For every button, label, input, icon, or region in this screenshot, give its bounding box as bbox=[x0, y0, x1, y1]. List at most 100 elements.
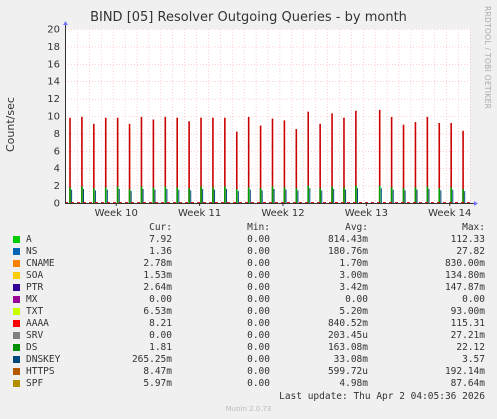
legend-avg: 0.00 bbox=[345, 294, 368, 305]
legend-cur: 1.53m bbox=[143, 270, 172, 281]
x-tick-label: Week 10 bbox=[95, 208, 138, 219]
legend-avg: 599.72u bbox=[327, 366, 368, 377]
legend-name: DNSKEY bbox=[26, 354, 61, 365]
legend-row: DS 1.81 0.00 163.08m 22.12 bbox=[0, 342, 497, 354]
legend-swatch bbox=[13, 380, 20, 387]
legend-row: HTTPS 8.47m 0.00 599.72u 192.14m bbox=[0, 366, 497, 378]
legend-row: DNSKEY 265.25m 0.00 33.08m 3.57 bbox=[0, 354, 497, 366]
y-tick-label: 0 bbox=[54, 199, 60, 210]
legend-min: 0.00 bbox=[247, 366, 270, 377]
legend-min: 0.00 bbox=[247, 282, 270, 293]
legend-swatch bbox=[13, 272, 20, 279]
legend-max: 147.87m bbox=[444, 282, 485, 293]
x-tick-label: Week 12 bbox=[261, 208, 304, 219]
legend-name: SOA bbox=[26, 270, 44, 281]
y-tick-label: 10 bbox=[47, 112, 60, 123]
legend-max: 93.00m bbox=[450, 306, 485, 317]
legend-avg: 33.08m bbox=[333, 354, 368, 365]
legend-row: AAAA 8.21 0.00 840.52m 115.31 bbox=[0, 318, 497, 330]
legend-min: 0.00 bbox=[247, 270, 270, 281]
legend-rows: A 7.92 0.00 814.43m 112.33 NS 1.36 0.00 180.76m 2… bbox=[0, 234, 497, 390]
y-tick-label: 8 bbox=[54, 129, 60, 140]
legend-avg: 1.70m bbox=[339, 258, 368, 269]
y-tick-label: 6 bbox=[54, 146, 60, 157]
legend-name: A bbox=[26, 234, 32, 245]
y-tick-label: 20 bbox=[47, 25, 60, 36]
legend-min: 0.00 bbox=[247, 246, 270, 257]
legend-min: 0.00 bbox=[247, 234, 270, 245]
legend-avg: 3.00m bbox=[339, 270, 368, 281]
legend-max: 115.31 bbox=[450, 318, 485, 329]
legend-avg: 180.76m bbox=[327, 246, 368, 257]
legend-header-max: Max: bbox=[462, 222, 485, 233]
legend-max: 134.80m bbox=[444, 270, 485, 281]
legend-header-avg: Avg: bbox=[345, 222, 368, 233]
y-tick-label: 18 bbox=[47, 42, 60, 53]
legend-name: DS bbox=[26, 342, 38, 353]
legend-cur: 8.47m bbox=[143, 366, 172, 377]
legend-swatch bbox=[13, 332, 20, 339]
legend-header-min: Min: bbox=[247, 222, 270, 233]
legend-name: MX bbox=[26, 294, 38, 305]
legend-min: 0.00 bbox=[247, 258, 270, 269]
legend-min: 0.00 bbox=[247, 294, 270, 305]
legend-row: CNAME 2.78m 0.00 1.70m 830.00m bbox=[0, 258, 497, 270]
legend-cur: 1.36 bbox=[149, 246, 172, 257]
legend-name: SPF bbox=[26, 378, 44, 389]
plot-area bbox=[65, 29, 470, 203]
legend-name: CNAME bbox=[26, 258, 55, 269]
legend-row: TXT 6.53m 0.00 5.20m 93.00m bbox=[0, 306, 497, 318]
legend-cur: 1.81 bbox=[149, 342, 172, 353]
y-tick-label: 14 bbox=[47, 77, 60, 88]
legend-min: 0.00 bbox=[247, 354, 270, 365]
x-axis-arrow bbox=[474, 201, 478, 206]
legend-min: 0.00 bbox=[247, 342, 270, 353]
legend-swatch bbox=[13, 344, 20, 351]
legend-cur: 2.64m bbox=[143, 282, 172, 293]
legend-name: HTTPS bbox=[26, 366, 55, 377]
legend-cur: 8.21 bbox=[149, 318, 172, 329]
legend-max: 87.64m bbox=[450, 378, 485, 389]
legend-max: 192.14m bbox=[444, 366, 485, 377]
legend-avg: 4.98m bbox=[339, 378, 368, 389]
legend-cur: 0.00 bbox=[149, 330, 172, 341]
legend-row: SOA 1.53m 0.00 3.00m 134.80m bbox=[0, 270, 497, 282]
x-tick-label: Week 13 bbox=[345, 208, 388, 219]
legend-avg: 3.42m bbox=[339, 282, 368, 293]
legend-min: 0.00 bbox=[247, 306, 270, 317]
legend-swatch bbox=[13, 296, 20, 303]
y-tick-label: 16 bbox=[47, 59, 60, 70]
legend-cur: 265.25m bbox=[131, 354, 172, 365]
legend-avg: 840.52m bbox=[327, 318, 368, 329]
munin-version: Munin 2.0.73 bbox=[225, 405, 272, 413]
legend-header-cur: Cur: bbox=[149, 222, 172, 233]
legend-row: SRV 0.00 0.00 203.45u 27.21m bbox=[0, 330, 497, 342]
legend-swatch bbox=[13, 260, 20, 267]
legend-header: Cur: Min: Avg: Max: bbox=[0, 222, 497, 234]
legend-avg: 5.20m bbox=[339, 306, 368, 317]
rrdtool-watermark: RRDTOOL / TOBI OETIKER bbox=[483, 6, 492, 110]
legend-row: SPF 5.97m 0.00 4.98m 87.64m bbox=[0, 378, 497, 390]
legend-max: 112.33 bbox=[450, 234, 485, 245]
legend-row: PTR 2.64m 0.00 3.42m 147.87m bbox=[0, 282, 497, 294]
y-axis-arrow bbox=[63, 21, 68, 25]
chart-title: BIND [05] Resolver Outgoing Queries - by… bbox=[90, 10, 407, 25]
x-tick-label: Week 14 bbox=[428, 208, 471, 219]
legend-swatch bbox=[13, 248, 20, 255]
legend-name: NS bbox=[26, 246, 38, 257]
legend-cur: 2.78m bbox=[143, 258, 172, 269]
legend-cur: 5.97m bbox=[143, 378, 172, 389]
legend-swatch bbox=[13, 356, 20, 363]
legend-row: NS 1.36 0.00 180.76m 27.82 bbox=[0, 246, 497, 258]
legend-table: Cur: Min: Avg: Max: A 7.92 0.00 814.43m 112.… bbox=[0, 222, 497, 390]
legend-min: 0.00 bbox=[247, 330, 270, 341]
legend-max: 3.57 bbox=[462, 354, 485, 365]
x-tick-label: Week 11 bbox=[178, 208, 221, 219]
legend-name: AAAA bbox=[26, 318, 49, 329]
legend-name: TXT bbox=[26, 306, 44, 317]
legend-max: 830.00m bbox=[444, 258, 485, 269]
legend-name: SRV bbox=[26, 330, 44, 341]
chart-plot: 0 2 4 6 8 10 12 14 16 18 20 Week 10 Week 11 Week 12 We… bbox=[47, 21, 478, 219]
legend-name: PTR bbox=[26, 282, 44, 293]
legend-avg: 203.45u bbox=[327, 330, 368, 341]
